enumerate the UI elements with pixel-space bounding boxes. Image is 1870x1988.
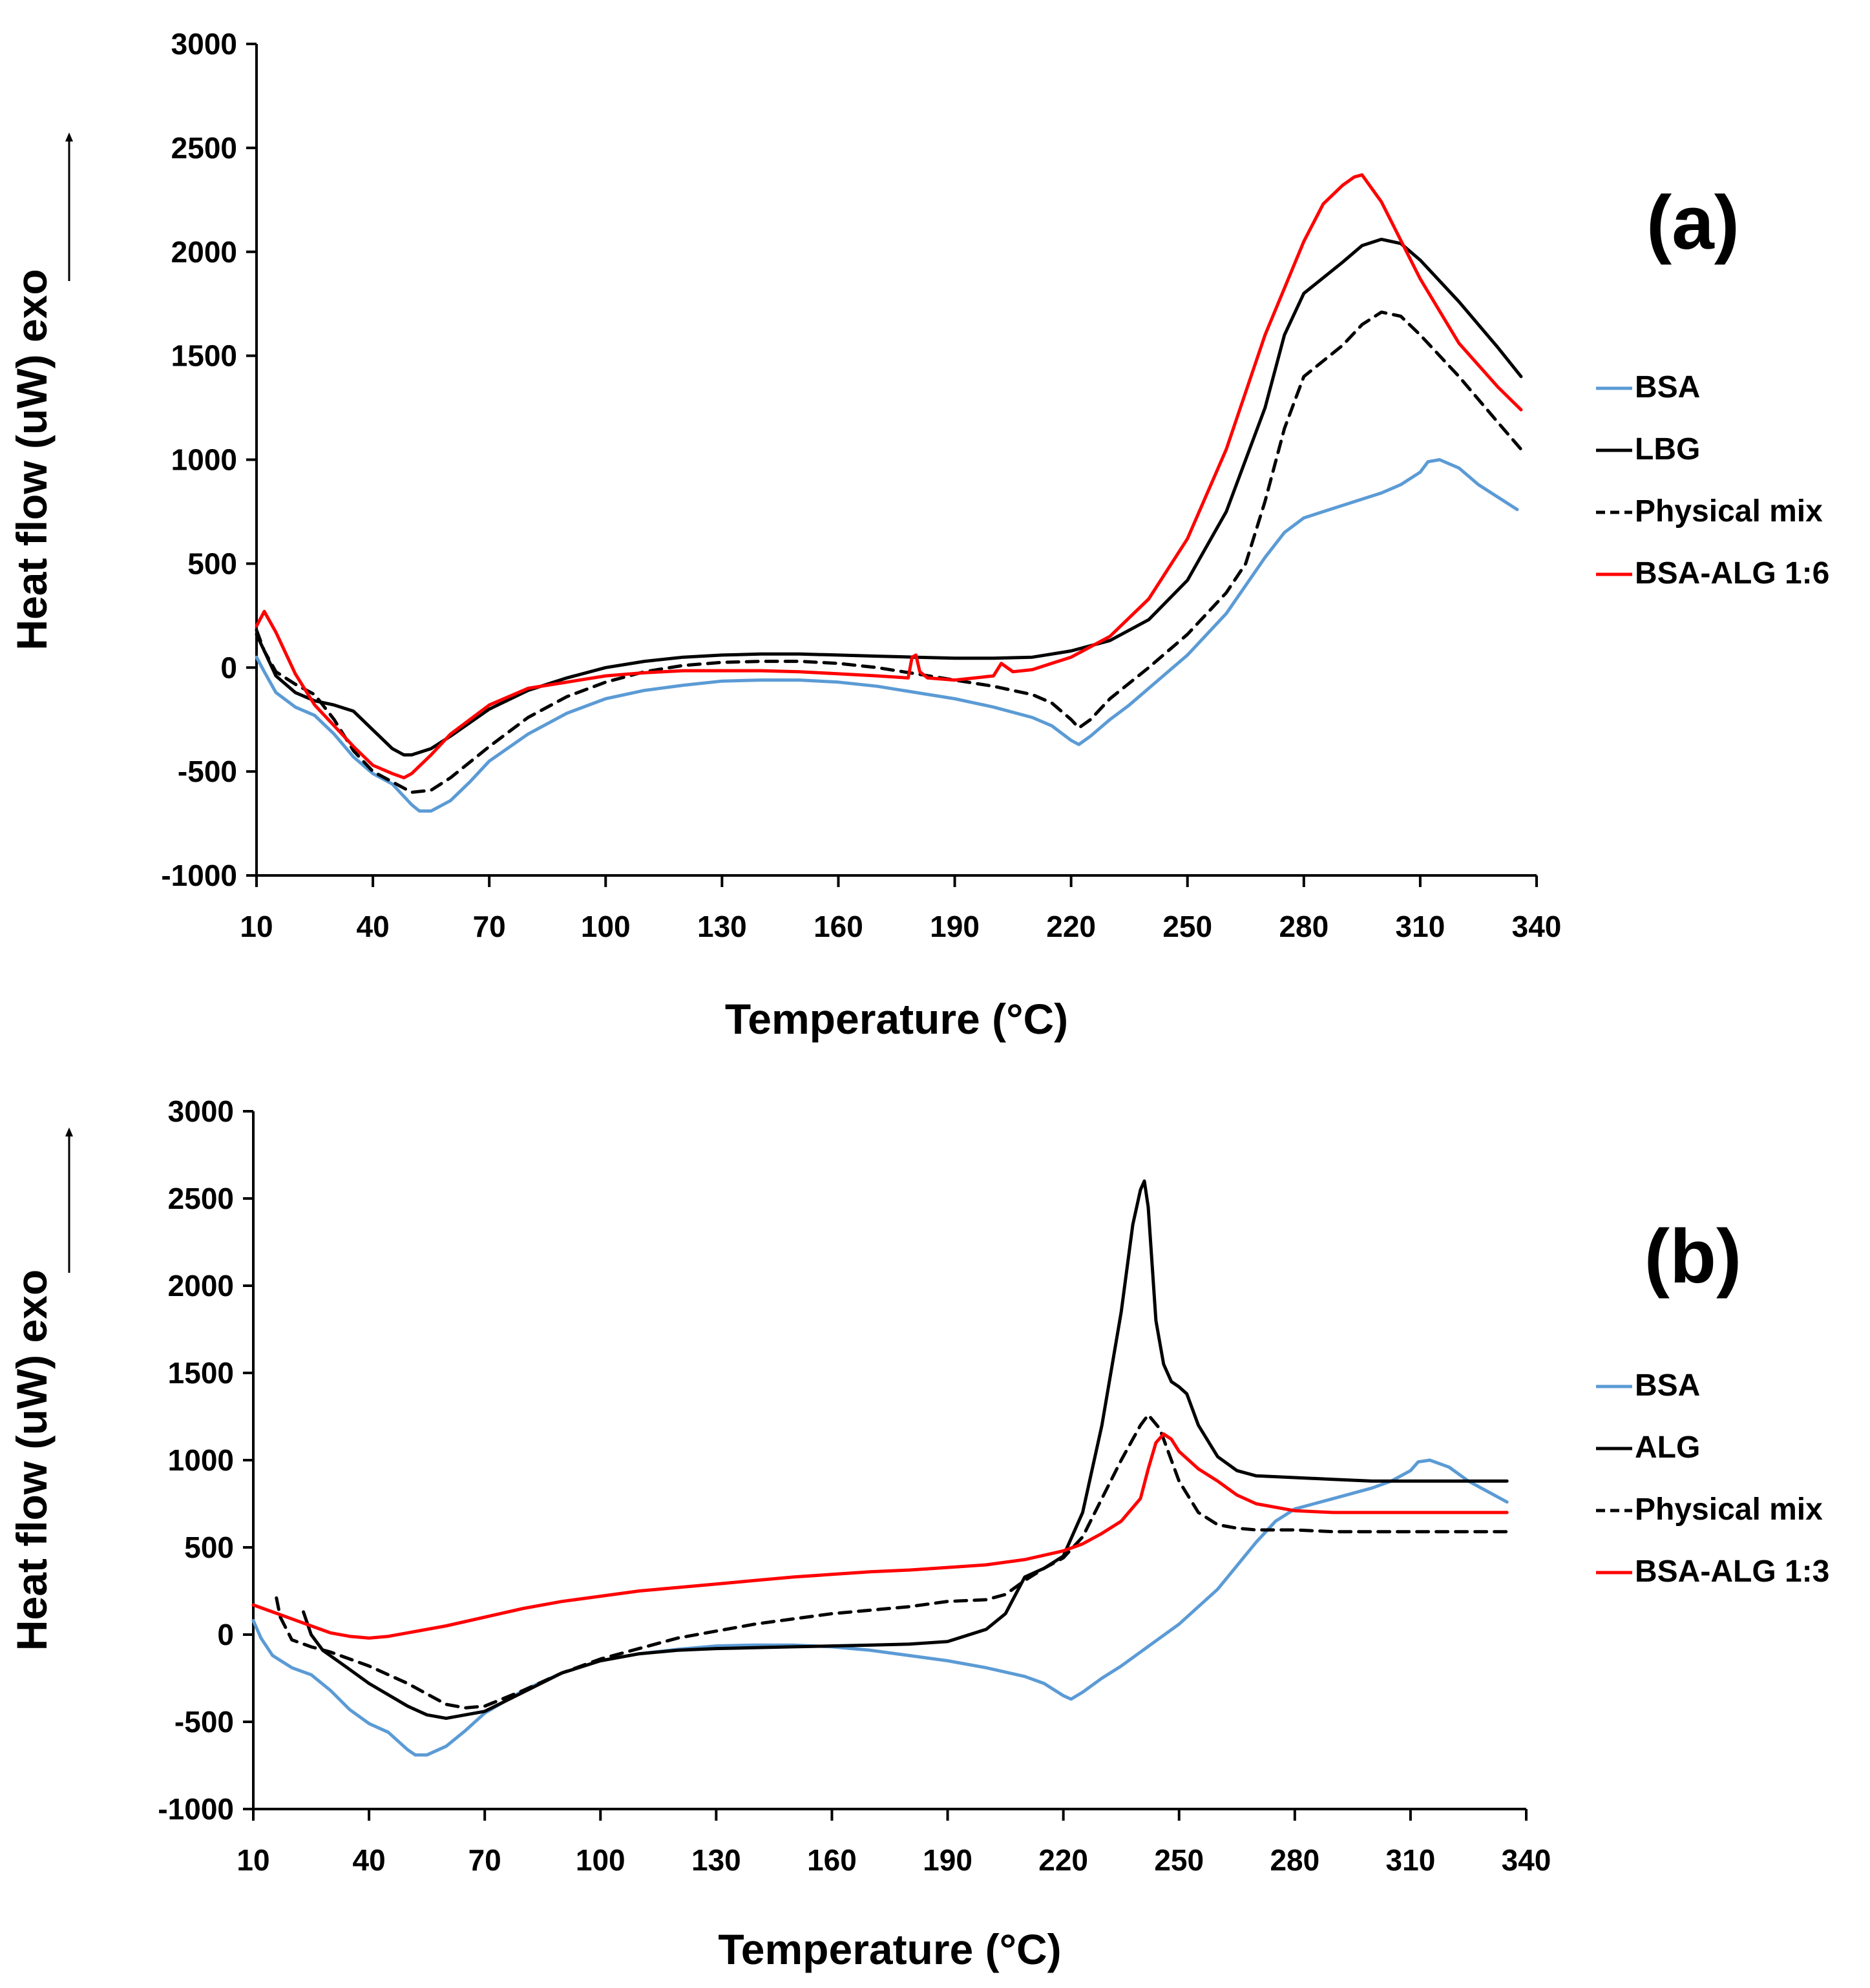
x-tick-label: 100 <box>581 910 631 943</box>
y-axis-title: Heat flow (uW) exo <box>8 1270 56 1651</box>
legend-label: LBG <box>1635 432 1700 466</box>
legend-label: ALG <box>1635 1430 1700 1465</box>
y-tick-label: 1000 <box>168 1443 234 1477</box>
y-tick-label: 0 <box>217 1618 234 1651</box>
x-tick-label: 160 <box>814 910 863 943</box>
y-tick-label: 2000 <box>168 1269 234 1303</box>
series-line-physical-mix <box>275 1413 1509 1710</box>
legend-label: BSA-ALG 1:3 <box>1635 1554 1829 1589</box>
panel-a: -1000 -500 0 500 1000 1500 2000 2500 3000 10 40 70 1… <box>8 27 1829 1043</box>
x-tick-label: 340 <box>1502 1843 1551 1877</box>
x-tick-label: 190 <box>930 910 980 943</box>
legend-label: BSA <box>1635 370 1700 404</box>
x-tick-label: 310 <box>1386 1843 1436 1877</box>
x-tick-label: 250 <box>1154 1843 1204 1877</box>
x-tick-label: 10 <box>236 1843 269 1877</box>
y-tick-label: -1000 <box>158 1792 234 1826</box>
series-line-lbg <box>255 237 1523 757</box>
y-tick-label: 0 <box>220 651 237 684</box>
legend-label: BSA <box>1635 1368 1700 1403</box>
panel-label: (b) <box>1644 1214 1742 1299</box>
x-tick-label: 70 <box>473 910 506 943</box>
x-tick-label: 100 <box>576 1843 625 1877</box>
y-tick-label: -500 <box>174 1705 234 1739</box>
exo-arrow-head <box>65 132 73 141</box>
x-tick-label: 160 <box>807 1843 857 1877</box>
x-tick-label: 340 <box>1512 910 1562 943</box>
x-tick-label: 40 <box>353 1843 386 1877</box>
exo-arrow-head <box>65 1127 73 1136</box>
y-tick-label: 3000 <box>171 27 237 61</box>
x-tick-label: 190 <box>923 1843 972 1877</box>
x-tick-label: 130 <box>697 910 747 943</box>
y-tick-label: -1000 <box>161 859 237 892</box>
y-tick-label: -500 <box>178 755 237 788</box>
x-tick-label: 10 <box>240 910 273 943</box>
y-tick-label: 2000 <box>171 235 237 269</box>
y-tick-label: 2500 <box>168 1182 234 1215</box>
y-axis-title: Heat flow (uW) exo <box>8 269 56 650</box>
x-tick-label: 70 <box>468 1843 501 1877</box>
x-axis-title: Temperature (°C) <box>718 1925 1061 1973</box>
x-tick-label: 250 <box>1162 910 1212 943</box>
y-tick-label: 500 <box>187 547 237 580</box>
x-axis-title: Temperature (°C) <box>725 995 1068 1043</box>
panel-b: -1000 -500 0 500 1000 1500 2000 2500 3000 10 40 70 1… <box>8 1094 1829 1973</box>
panel-label: (a) <box>1646 180 1739 266</box>
series-line-alg <box>302 1179 1509 1721</box>
y-tick-label: 2500 <box>171 131 237 165</box>
y-tick-label: 1000 <box>171 443 237 477</box>
legend-label: Physical mix <box>1635 1492 1823 1527</box>
legend-label: Physical mix <box>1635 494 1823 528</box>
x-tick-label: 310 <box>1396 910 1445 943</box>
legend-label: BSA-ALG 1:6 <box>1635 556 1829 591</box>
y-tick-label: 1500 <box>168 1356 234 1390</box>
series-line-physical-mix <box>255 310 1523 794</box>
y-tick-label: 1500 <box>171 339 237 373</box>
series-line-bsa-alg-1-3 <box>251 1432 1509 1640</box>
x-tick-label: 280 <box>1270 1843 1319 1877</box>
x-tick-label: 280 <box>1279 910 1329 943</box>
x-tick-label: 40 <box>357 910 390 943</box>
series-line-bsa <box>251 1458 1509 1757</box>
x-tick-label: 220 <box>1046 910 1096 943</box>
x-tick-label: 220 <box>1038 1843 1088 1877</box>
series-line-bsa-alg-1-6 <box>255 173 1523 780</box>
series-line-bsa <box>255 458 1519 813</box>
y-tick-label: 3000 <box>168 1094 234 1128</box>
y-tick-label: 500 <box>184 1531 234 1564</box>
x-tick-label: 130 <box>691 1843 741 1877</box>
